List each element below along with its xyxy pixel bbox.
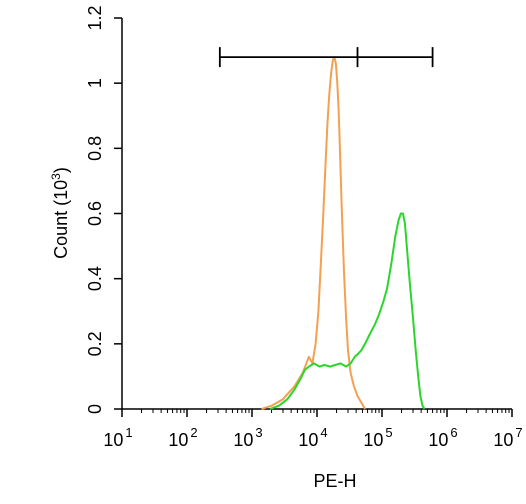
x-tick-label: 10 6 [428, 425, 457, 450]
histogram-series-1 [261, 56, 366, 410]
x-minor-ticks [141, 409, 510, 413]
y-tick-label: 0 [85, 404, 105, 414]
x-tick-label: 10 2 [168, 425, 197, 450]
gate-marker [218, 47, 434, 68]
y-tick-label: 0.2 [85, 331, 105, 356]
y-axis-label-unit-exp: 3 [49, 173, 63, 180]
y-tick-label: 0.4 [85, 266, 105, 291]
x-axis-ticks: 10 1 10 2 10 3 10 4 10 5 10 6 10 7 [103, 409, 523, 450]
x-tick-label: 10 4 [298, 425, 327, 450]
x-tick-label: 10 1 [103, 425, 132, 450]
y-axis-label: Count (103) [49, 167, 71, 259]
y-tick-label: 0.6 [85, 201, 105, 226]
plot-frame [121, 18, 512, 410]
x-tick-label: 10 3 [233, 425, 262, 450]
y-tick-label: 0.8 [85, 136, 105, 161]
x-axis-label: PE-H [313, 471, 356, 491]
y-axis-label-unit: (10 [51, 180, 71, 206]
series-layer [261, 56, 426, 410]
histogram-series-2 [269, 212, 426, 410]
y-axis-label-unit-close: ) [51, 167, 71, 173]
y-axis-ticks: 0 0.2 0.4 0.6 0.8 1 1.2 [85, 5, 122, 414]
y-axis-label-text: Count [51, 211, 71, 259]
x-tick-label: 10 5 [363, 425, 392, 450]
y-tick-label: 1 [85, 78, 105, 88]
y-tick-label: 1.2 [85, 5, 105, 30]
x-tick-label: 10 7 [493, 425, 522, 450]
